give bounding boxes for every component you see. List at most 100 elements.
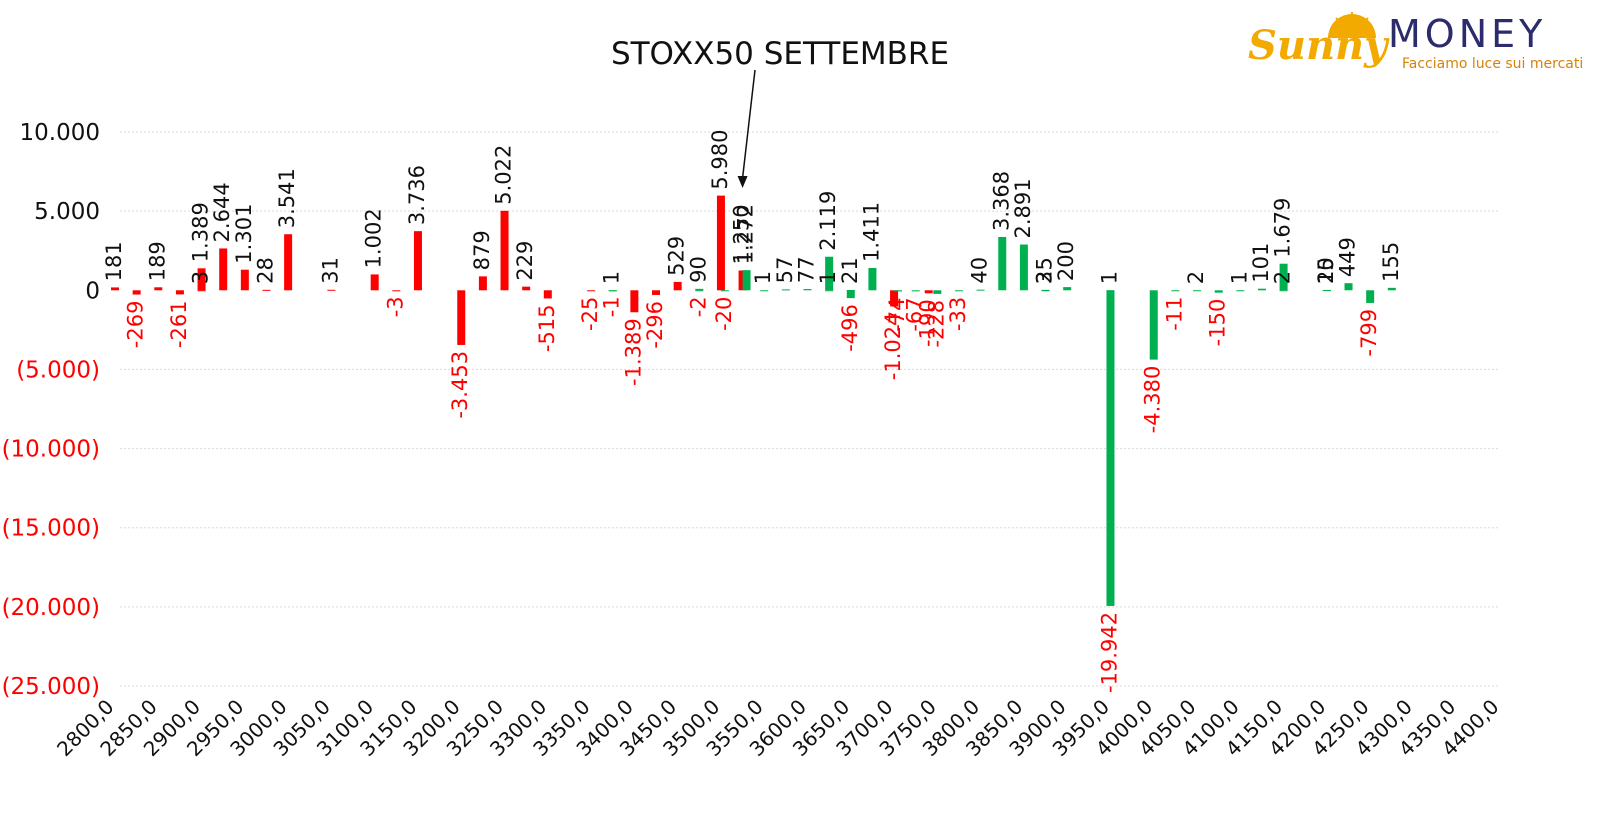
logo-name-money: MONEY <box>1388 12 1547 56</box>
bar <box>500 210 509 291</box>
bar <box>1387 287 1396 291</box>
sun-icon <box>1328 12 1376 38</box>
bar-value-label: 57 <box>773 257 797 284</box>
y-tick-label: 0 <box>85 278 100 304</box>
bar <box>720 290 729 292</box>
bar-value-label: 1.679 <box>1271 198 1295 258</box>
bar-value-label: 28 <box>253 257 277 284</box>
bar <box>327 289 336 291</box>
bar-value-label: 155 <box>1379 242 1403 282</box>
bar-value-label: 3.541 <box>275 168 299 228</box>
bar <box>630 290 639 313</box>
bar <box>457 290 466 345</box>
bar-value-label: 449 <box>1336 237 1360 277</box>
bar <box>543 290 552 299</box>
bar <box>716 195 725 291</box>
bar <box>954 290 963 292</box>
bar <box>1257 288 1266 291</box>
bar <box>1041 290 1050 292</box>
bar <box>894 290 903 292</box>
gridlines <box>120 131 1500 687</box>
bar-value-label: -190 <box>916 299 940 347</box>
bar <box>742 270 751 291</box>
bar-value-label: 2 <box>1271 271 1295 284</box>
bar-value-label: 40 <box>968 257 992 284</box>
y-tick-label: 5.000 <box>34 199 100 225</box>
x-axis: 2800,02850,02900,02950,03000,03050,03100… <box>52 695 1503 761</box>
bar <box>175 290 184 295</box>
bar <box>587 290 596 292</box>
bar <box>760 290 769 292</box>
bar-value-label: -150 <box>1206 299 1230 347</box>
bar <box>370 274 379 291</box>
y-tick-label: (10.000) <box>2 437 100 463</box>
bar-value-label: 1 <box>816 271 840 284</box>
bar <box>1063 287 1072 291</box>
bar-value-label: 77 <box>795 256 819 283</box>
chart-title: STOXX50 SETTEMBRE <box>610 36 950 72</box>
bar <box>868 267 877 291</box>
bar <box>413 231 422 291</box>
bar <box>197 290 206 292</box>
bar <box>695 290 704 292</box>
bar-value-label: 1.301 <box>232 204 256 264</box>
bar <box>1193 290 1202 292</box>
bar <box>284 234 293 291</box>
bar <box>219 248 228 291</box>
bar-value-label: 1.272 <box>734 204 758 264</box>
bar-value-label: -1 <box>600 296 624 317</box>
bar <box>1149 290 1158 360</box>
bar-value-label: -67 <box>903 297 927 331</box>
bar <box>1106 290 1115 606</box>
bar-value-label: -296 <box>643 301 667 349</box>
bar-value-label: -20 <box>712 297 736 331</box>
bar <box>522 286 531 291</box>
bar-value-label: 200 <box>1054 241 1078 281</box>
bar <box>154 287 163 291</box>
bar-value-label: 1 <box>1097 271 1121 284</box>
bar-value-label: 3.736 <box>405 165 429 225</box>
bar <box>976 289 985 291</box>
y-axis: 10.000 5.000 0 (5.000) (10.000) (15.000) (20.0… <box>2 120 100 700</box>
bar <box>1344 283 1353 291</box>
bar-value-label: 1 <box>1227 271 1251 284</box>
bar <box>652 290 661 295</box>
bar <box>825 290 834 292</box>
bar-value-label: 529 <box>665 236 689 276</box>
bar-value-label: -74 <box>885 297 909 331</box>
logo-tagline: Facciamo luce sui mercati <box>1402 56 1584 72</box>
bar <box>911 290 920 292</box>
bar-value-label: -4.380 <box>1141 366 1165 434</box>
bar-value-label: 3.368 <box>989 171 1013 231</box>
bar-value-label: -25 <box>578 297 602 331</box>
bar <box>197 268 206 291</box>
bar-value-label: 1.411 <box>859 202 883 262</box>
bar-value-label: 2.891 <box>1011 178 1035 238</box>
y-tick-label: (5.000) <box>16 357 100 383</box>
y-tick-label: (25.000) <box>2 674 100 700</box>
bar-value-label: 1 <box>751 271 775 284</box>
bar-value-label: 3 <box>1033 271 1057 284</box>
bar <box>478 276 487 291</box>
bar-value-label: 20 <box>1314 257 1338 284</box>
bar-value-label: -33 <box>946 297 970 331</box>
annotation-arrow-head <box>737 176 748 188</box>
bar <box>1366 290 1375 303</box>
bar <box>240 269 249 291</box>
bar-value-label: 3 <box>189 271 213 284</box>
bar-value-label: 1.389 <box>189 202 213 262</box>
bar-value-label: 2.119 <box>816 191 840 251</box>
bar <box>1236 290 1245 292</box>
bar <box>846 290 855 299</box>
bar <box>890 290 899 307</box>
bar-value-label: -19.942 <box>1097 612 1121 693</box>
bar-value-label: 879 <box>470 230 494 270</box>
y-tick-label: 10.000 <box>20 120 100 146</box>
bar-value-label: 1.002 <box>362 208 386 268</box>
bar-value-label: -11 <box>1162 296 1186 330</box>
bar-value-label: -269 <box>124 301 148 349</box>
bar-value-label: 2.644 <box>210 182 234 242</box>
bar-value-label: -799 <box>1357 309 1381 357</box>
bar-labels: 181-269189-26131.3892.6441.301283.541311… <box>102 130 1403 693</box>
